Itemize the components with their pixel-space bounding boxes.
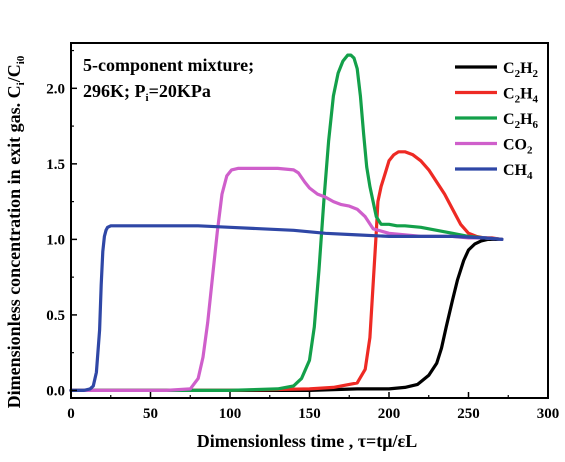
annotation-line1: 5-component mixture; — [83, 55, 254, 75]
y-axis-label-main: Dimensionless concentration in exit gas.… — [4, 85, 24, 408]
legend-label-part: C — [503, 60, 515, 77]
series-line-ch4 — [69, 224, 504, 392]
annotation-line2-b: =20KPa — [149, 81, 211, 101]
legend-label-part: CO — [503, 137, 527, 154]
y-tick-label: 1.5 — [46, 157, 65, 173]
y-tick-label: 2.0 — [46, 81, 65, 97]
y-tick-label: 1.0 — [46, 232, 65, 248]
y-axis-label-sub1: i — [15, 82, 27, 85]
legend-label-ch4: CH4 — [503, 162, 533, 182]
legend-label-c2h6: C2H6 — [503, 111, 539, 131]
legend-label-subscript: 2 — [515, 68, 521, 80]
legend-label-subscript: 4 — [533, 94, 539, 106]
y-tick-label: 0.0 — [46, 383, 65, 399]
y-axis-label-sub2: i0 — [15, 55, 27, 64]
legend-label-subscript: 2 — [515, 94, 521, 106]
x-tick-label: 300 — [537, 406, 560, 422]
legend-label-part: C — [503, 86, 515, 103]
x-tick-label: 100 — [219, 406, 242, 422]
y-axis-label: Dimensionless concentration in exit gas.… — [4, 55, 27, 408]
legend-label-part: H — [520, 86, 533, 103]
legend-label-co2: CO2 — [503, 137, 533, 157]
series-line-c2h4 — [69, 150, 504, 392]
legend-label-subscript: 6 — [533, 119, 539, 131]
legend-label-part: H — [520, 111, 533, 128]
x-tick-label: 250 — [457, 406, 480, 422]
y-tick-label: 0.5 — [46, 308, 65, 324]
plot-lines — [69, 53, 504, 392]
series-line-c2h6 — [69, 53, 504, 392]
annotation-line2-a: 296K; P — [83, 81, 146, 101]
y-axis-label-mid: /C — [4, 64, 24, 83]
x-tick-label: 0 — [67, 406, 75, 422]
axis-ticks: 0 50 100 150 200 250 300 0.0 0.5 1.0 1.5 2.0 — [46, 49, 560, 422]
series-line-c2h2 — [69, 237, 504, 392]
legend-label-subscript: 4 — [527, 170, 533, 182]
legend-label-c2h2: C2H2 — [503, 60, 539, 80]
legend-label-part: CH — [503, 162, 528, 179]
x-axis-label: Dimensionless time , τ=tμ/εL — [197, 431, 417, 451]
legend-label-subscript: 2 — [527, 145, 533, 157]
x-tick-label: 200 — [378, 406, 401, 422]
x-tick-label: 150 — [298, 406, 321, 422]
legend-label-subscript: 2 — [515, 119, 521, 131]
annotation-line2: 296K; Pi=20KPa — [83, 81, 211, 104]
legend-label-c2h4: C2H4 — [503, 86, 539, 106]
legend-label-part: H — [520, 60, 533, 77]
legend-label-subscript: 2 — [533, 68, 539, 80]
annotation-line2-sub: i — [146, 92, 149, 104]
legend-label-part: C — [503, 111, 515, 128]
x-tick-label: 50 — [143, 406, 158, 422]
